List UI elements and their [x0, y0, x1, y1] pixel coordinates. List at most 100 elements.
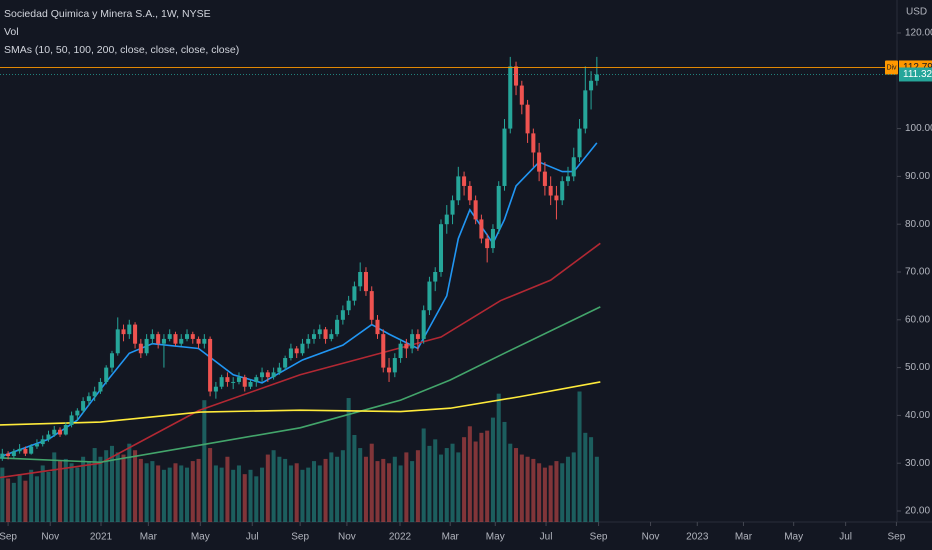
candle-body [387, 367, 392, 373]
candle-body [404, 343, 409, 349]
candle-body [150, 334, 155, 339]
candle-body [306, 338, 311, 344]
volume-bar [490, 417, 495, 522]
candle-body [133, 324, 138, 344]
x-tick-label: 2022 [389, 532, 412, 543]
candle-body [311, 334, 317, 339]
candle-body [346, 300, 351, 311]
volume-bar [479, 432, 484, 522]
candle-body [40, 439, 45, 445]
volume-bar [502, 421, 507, 522]
candle-body [479, 219, 484, 239]
candle-body [554, 195, 559, 201]
y-tick-label: 100.00 [905, 123, 932, 134]
candle-body [242, 377, 247, 387]
candle-body [17, 448, 22, 452]
candle-body [34, 444, 39, 447]
candle-body [63, 424, 68, 435]
x-tick-label: May [486, 532, 505, 543]
volume-bar [86, 461, 91, 522]
volume-bar [560, 463, 565, 522]
volume-bar [358, 448, 363, 522]
candle-body [173, 334, 178, 344]
candle-body [265, 372, 270, 378]
x-tick-label: Nov [338, 532, 356, 543]
volume-bar [173, 463, 178, 522]
candle-body [381, 334, 386, 368]
candle-body [231, 381, 236, 383]
candle-body [52, 429, 57, 435]
y-tick-label: 80.00 [905, 219, 930, 230]
candle-body [473, 200, 478, 220]
last-price-label: 111.32 [903, 69, 932, 80]
volume-bar [300, 469, 305, 522]
volume-bar [213, 465, 218, 522]
volume-bar [438, 454, 444, 522]
candle-body [542, 171, 547, 186]
volume-bar [254, 476, 259, 522]
candle-body [450, 200, 455, 215]
candle-body [156, 334, 161, 344]
volume-bar [375, 461, 380, 522]
candle-body [456, 176, 461, 201]
volume-bar [133, 450, 138, 522]
x-tick-label: Nov [41, 532, 59, 543]
volume-bar [52, 452, 57, 522]
x-tick-label: 2021 [90, 532, 113, 543]
candle-body [75, 410, 80, 416]
candle-body [410, 334, 415, 349]
candle-body [92, 391, 97, 397]
price-tag [885, 60, 898, 75]
x-tick-label: Nov [642, 532, 660, 543]
volume-bar [531, 458, 536, 522]
volume-bar [467, 426, 472, 522]
x-tick-label: Jul [839, 532, 852, 543]
x-tick-label: 2023 [686, 532, 709, 543]
volume-bar [387, 463, 392, 522]
volume-bar [589, 437, 594, 522]
volume-bar [398, 465, 403, 522]
x-tick-label: Sep [291, 532, 309, 543]
candle-body [98, 381, 103, 392]
candle-body [300, 343, 305, 354]
candle-body [69, 415, 74, 425]
volume-bar [81, 456, 86, 522]
candle-body [577, 128, 582, 158]
candle-body [202, 338, 207, 344]
candle-body [323, 329, 328, 339]
price-tag-label: Div [886, 64, 897, 71]
candle-body [271, 372, 276, 378]
volume-bar [421, 428, 426, 522]
volume-bar [248, 469, 253, 522]
volume-bar [329, 452, 334, 522]
x-tick-label: May [191, 532, 210, 543]
candle-body [340, 310, 345, 320]
candle-body [138, 343, 143, 354]
volume-bar [485, 430, 490, 522]
volume-bar [144, 463, 149, 522]
volume-bar [450, 443, 455, 522]
volume-bar [514, 448, 519, 522]
candle-body [254, 377, 259, 382]
volume-bar [225, 456, 230, 522]
volume-bar [23, 480, 28, 522]
x-tick-label: Sep [0, 532, 17, 543]
volume-bar [40, 465, 45, 522]
candle-body [161, 338, 166, 344]
volume-bar [277, 456, 282, 522]
volume-bar [115, 452, 120, 522]
candle-body [375, 319, 380, 335]
volume-bar [167, 467, 172, 522]
candle-body [121, 329, 126, 335]
volume-bar [583, 432, 588, 522]
candle-body [86, 396, 91, 402]
candle-body [438, 224, 444, 272]
candle-body [462, 176, 467, 186]
x-tick-label: Mar [735, 532, 753, 543]
volume-bar [260, 467, 265, 522]
volume-bar [537, 463, 542, 522]
volume-bar [58, 461, 63, 522]
sma-line [0, 306, 601, 464]
candle-body [236, 377, 241, 382]
